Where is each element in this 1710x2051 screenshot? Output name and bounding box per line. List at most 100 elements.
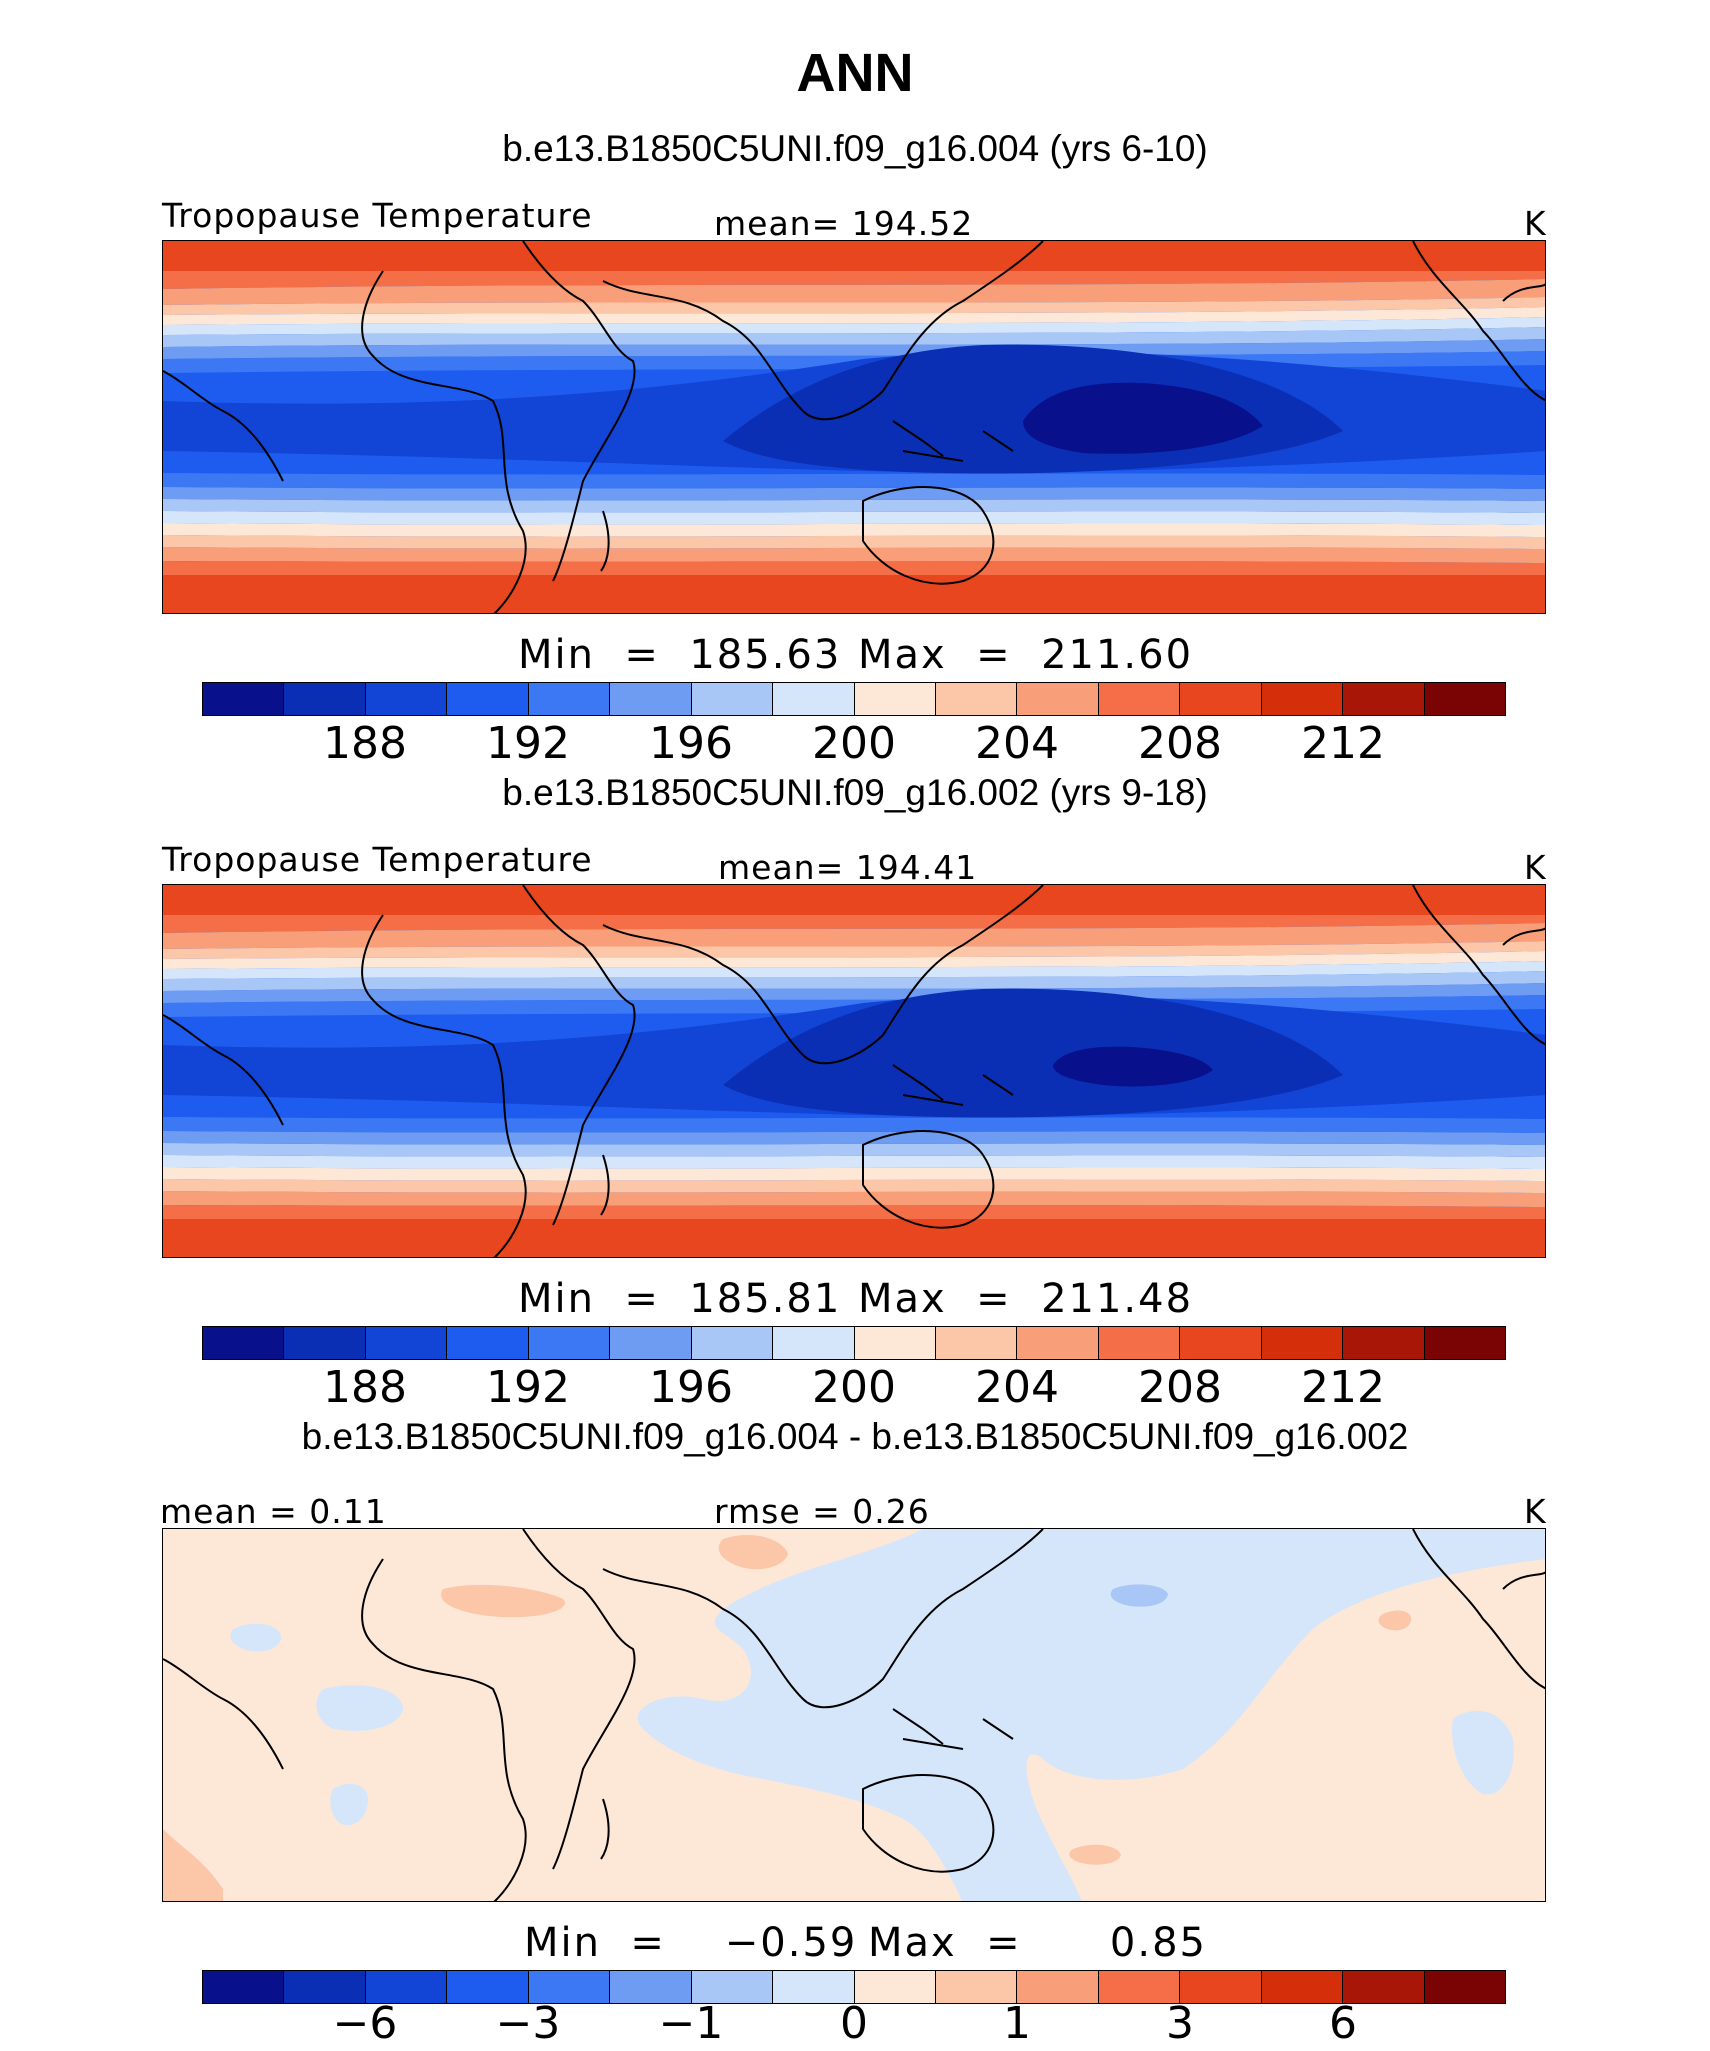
americas-coast bbox=[1412, 241, 1545, 402]
colorbar-swatch bbox=[1424, 1327, 1505, 1359]
colorbar-tick-label: 212 bbox=[1301, 1362, 1385, 1413]
south-america-coast bbox=[163, 1658, 284, 1770]
colorbar-swatch bbox=[1180, 683, 1262, 715]
colorbar-swatch bbox=[1261, 1971, 1344, 2003]
band-south-6 bbox=[163, 511, 1545, 525]
panel-1-colorbar bbox=[202, 682, 1506, 716]
band-north-2 bbox=[163, 271, 1545, 289]
panel-3-field bbox=[163, 1529, 1545, 1901]
band-north-8 bbox=[163, 339, 1545, 359]
africa-coast-west bbox=[361, 270, 527, 613]
colorbar-swatch bbox=[691, 1971, 774, 2003]
colorbar-swatch bbox=[365, 1971, 448, 2003]
south-america-coast bbox=[163, 1014, 284, 1126]
colorbar-swatch bbox=[284, 1327, 366, 1359]
panel-3-colorbar bbox=[202, 1970, 1506, 2004]
colorbar-tick-label: 196 bbox=[649, 1362, 733, 1413]
band-north-1 bbox=[163, 241, 1545, 271]
colorbar-tick-label: 1 bbox=[1003, 1998, 1031, 2049]
band-north-4 bbox=[163, 941, 1545, 959]
band-south-9 bbox=[163, 473, 1545, 489]
africa-coast-west bbox=[361, 1558, 527, 1901]
colorbar-swatch bbox=[1098, 683, 1181, 715]
band-south-8 bbox=[163, 1131, 1545, 1145]
colorbar-swatch bbox=[1343, 1971, 1425, 2003]
colorbar-tick-label: −3 bbox=[495, 1998, 561, 2049]
colorbar-tick-label: 188 bbox=[323, 1362, 407, 1413]
colorbar-swatch bbox=[854, 1327, 936, 1359]
band-south-1 bbox=[163, 575, 1545, 613]
colorbar-swatch bbox=[447, 1971, 529, 2003]
australia-coast bbox=[862, 1130, 995, 1229]
colorbar-swatch bbox=[1261, 683, 1344, 715]
band-south-9 bbox=[163, 1117, 1545, 1133]
asia-coast bbox=[602, 885, 1044, 1065]
colorbar-swatch bbox=[284, 683, 366, 715]
band-south-5 bbox=[163, 523, 1545, 537]
colorbar-swatch bbox=[203, 1327, 285, 1359]
negative-moderate-region bbox=[1110, 1584, 1168, 1607]
panel-1-colorbar-ticks: 188 192 196 200 204 208 212 bbox=[0, 718, 1710, 772]
negative-weak-region bbox=[330, 1783, 368, 1826]
colorbar-swatch bbox=[1017, 1971, 1099, 2003]
south-america-coast bbox=[163, 370, 284, 482]
colorbar-tick-label: 188 bbox=[323, 718, 407, 769]
madagascar bbox=[600, 1154, 610, 1216]
colorbar-swatch bbox=[1424, 683, 1505, 715]
panel-2-units-label: K bbox=[1524, 848, 1547, 887]
colorbar-swatch bbox=[528, 1971, 611, 2003]
colorbar-swatch bbox=[365, 1327, 448, 1359]
panel-1-map bbox=[162, 240, 1546, 614]
band-south-3 bbox=[163, 547, 1545, 563]
panel-1-variable-label: Tropopause Temperature bbox=[162, 196, 593, 235]
colorbar-swatch bbox=[447, 683, 529, 715]
colorbar-swatch bbox=[610, 1971, 692, 2003]
cold-core bbox=[1053, 1046, 1213, 1087]
colorbar-swatch bbox=[1098, 1327, 1181, 1359]
africa-coast-west bbox=[361, 914, 527, 1257]
colorbar-swatch bbox=[1017, 683, 1099, 715]
band-north-5 bbox=[163, 307, 1545, 325]
australia-coast bbox=[862, 1774, 995, 1873]
panel-2-variable-label: Tropopause Temperature bbox=[162, 840, 593, 879]
maritime-continent bbox=[892, 1064, 1014, 1106]
panel-3-map bbox=[162, 1528, 1546, 1902]
africa-coast-east bbox=[522, 1529, 636, 1870]
negative-weak-region bbox=[637, 1529, 1545, 1901]
band-south-3 bbox=[163, 1191, 1545, 1207]
colorbar-tick-label: 200 bbox=[812, 718, 896, 769]
colorbar-swatch bbox=[365, 683, 448, 715]
panel-1-max-label: Max = 211.60 bbox=[858, 632, 1194, 678]
panel-2-colorbar-ticks: 188 192 196 200 204 208 212 bbox=[0, 1362, 1710, 1416]
band-north-7 bbox=[163, 971, 1545, 991]
band-north-2 bbox=[163, 915, 1545, 933]
colorbar-tick-label: 196 bbox=[649, 718, 733, 769]
band-north-5 bbox=[163, 951, 1545, 969]
band-south-2 bbox=[163, 1205, 1545, 1219]
coastlines bbox=[163, 1529, 1545, 1901]
colorbar-tick-label: 200 bbox=[812, 1362, 896, 1413]
colorbar-tick-label: 3 bbox=[1166, 1998, 1194, 2049]
colorbar-tick-label: 0 bbox=[840, 1998, 868, 2049]
band-north-6 bbox=[163, 961, 1545, 979]
colorbar-tick-label: 204 bbox=[975, 718, 1059, 769]
australia-coast bbox=[862, 486, 995, 585]
band-north-8 bbox=[163, 983, 1545, 1003]
panel-1-field bbox=[163, 241, 1545, 613]
colorbar-swatch bbox=[528, 683, 611, 715]
positive-moderate-region bbox=[718, 1534, 788, 1570]
band-north-3 bbox=[163, 279, 1545, 305]
maritime-continent bbox=[892, 1708, 1014, 1750]
negative-weak-region bbox=[316, 1685, 403, 1731]
negative-weak-region bbox=[1452, 1710, 1514, 1795]
colorbar-tick-label: −1 bbox=[658, 1998, 724, 2049]
caribbean bbox=[1502, 927, 1545, 946]
band-south-5 bbox=[163, 1167, 1545, 1181]
panel-1-units-label: K bbox=[1524, 204, 1547, 243]
colorbar-swatch bbox=[447, 1327, 529, 1359]
band-south-8 bbox=[163, 487, 1545, 501]
colorbar-tick-label: 192 bbox=[486, 1362, 570, 1413]
panel-2-subtitle: b.e13.B1850C5UNI.f09_g16.002 (yrs 9-18) bbox=[502, 772, 1208, 813]
panel-3-colorbar-ticks: −6 −3 −1 0 1 3 6 bbox=[0, 1998, 1710, 2051]
panel-3-rmse-label: rmse = 0.26 bbox=[714, 1492, 930, 1531]
